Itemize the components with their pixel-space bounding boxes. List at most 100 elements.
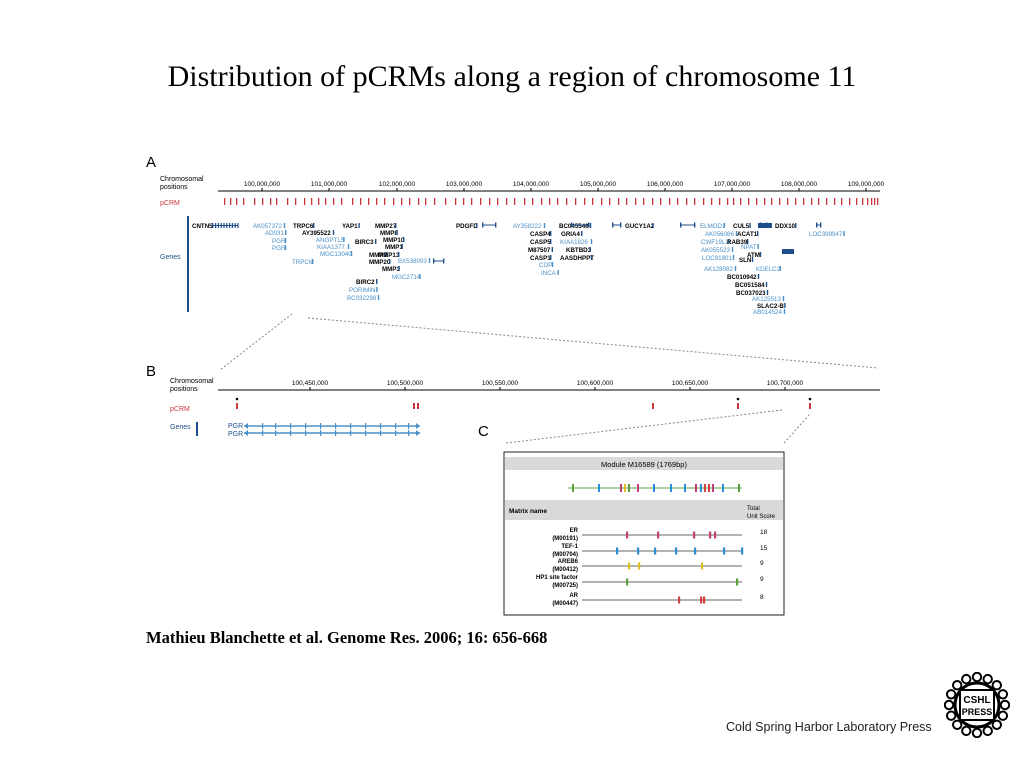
gene-label: PGR — [272, 245, 286, 252]
gene-glyph — [588, 222, 590, 228]
pcrm-mark — [455, 198, 457, 205]
pcrm-mark — [652, 198, 654, 205]
pcrm-mark — [254, 198, 256, 205]
gene-label: PORIMIN — [349, 287, 375, 294]
pcrm-mark — [694, 198, 696, 205]
gene-label: BC045546 — [559, 223, 589, 230]
gene-glyph — [620, 222, 622, 228]
gene-label: TRPC6 — [293, 223, 314, 230]
gene-glyph — [782, 296, 785, 301]
matrix-name: AREB6 — [558, 559, 579, 565]
matrix-site — [678, 596, 681, 604]
matrix-site — [714, 531, 717, 539]
matrix-site — [638, 562, 641, 570]
gene-label: AK056086 — [705, 231, 734, 238]
gene-glyph — [589, 223, 592, 228]
pcrm-mark — [871, 198, 873, 205]
gene-label: KIAA1377 — [317, 244, 345, 251]
gene-exon — [229, 223, 231, 228]
gene-glyph — [396, 230, 398, 235]
gene-label: PDGFD — [456, 223, 478, 230]
pcrm-mark — [686, 198, 688, 205]
matrix-id: (M00191) — [552, 536, 578, 542]
pcrm-mark — [276, 198, 278, 205]
pcrm-mark — [609, 198, 611, 205]
gene-label: NPAT — [741, 244, 757, 251]
panel-b-tick-label: 100,500,000 — [387, 380, 424, 387]
gene-label: CASP1 — [530, 255, 551, 262]
matrix-site — [723, 547, 726, 555]
panel-a-genes: CNTN5 AK057372AD031PGRPGRTRPC6AY395522ANG… — [192, 222, 845, 316]
gene-glyph — [376, 287, 378, 292]
gene-label: MMP1 — [385, 244, 403, 251]
pcrm-mark — [311, 198, 313, 205]
pgr-label-2: PGR — [228, 431, 243, 438]
pcrm-mark — [413, 403, 415, 409]
module-site — [572, 484, 574, 492]
gene-glyph — [419, 274, 421, 279]
panel-a-pcrm-marks — [224, 198, 879, 205]
matrix-id: (M00412) — [552, 567, 578, 573]
gene-glyph — [550, 239, 552, 244]
matrix-name: TEF-1 — [561, 544, 578, 550]
gene-glyph — [285, 230, 287, 235]
gene-glyph — [734, 266, 737, 271]
gene-glyph — [557, 270, 559, 275]
panel-a-tick-label: 103,000,000 — [446, 181, 483, 188]
pcrm-mark — [270, 198, 272, 205]
gene-label: ANGPTL5 — [316, 237, 345, 244]
gene-label: AK057372 — [253, 223, 282, 230]
gene-glyph — [347, 244, 350, 249]
pcrm-mark — [243, 198, 245, 205]
gene-label: LOC399947 — [809, 231, 843, 238]
gene-label: ACAT1 — [737, 231, 758, 238]
matrix-rows: ER (M00191) 18 TEF-1 (M00704) 15 AREB6 (M00412)… — [536, 528, 768, 607]
pcrm-mark — [818, 198, 820, 205]
matrix-site — [628, 562, 631, 570]
pgr-exon — [262, 423, 264, 429]
gene-glyph — [843, 231, 845, 236]
pcrm-mark — [236, 198, 238, 205]
matrix-site — [700, 596, 703, 604]
panel-b-tick-label: 100,650,000 — [672, 380, 709, 387]
pcrm-mark — [584, 198, 586, 205]
matrix-score: 18 — [760, 529, 768, 536]
pcrm-mark — [779, 198, 781, 205]
gene-label: SLAC2-B — [757, 303, 784, 310]
gene-glyph — [571, 222, 573, 228]
pcrm-mark — [425, 198, 427, 205]
gene-glyph — [433, 258, 435, 264]
gene-label: COP — [539, 262, 552, 269]
panel-a-tick-label: 108,000,000 — [781, 181, 818, 188]
gene-label: AK125513 — [752, 296, 781, 303]
gene-glyph — [749, 223, 751, 228]
pgr-exon — [275, 423, 277, 429]
module-site — [620, 484, 622, 492]
panel-c-header-bar — [505, 500, 783, 520]
gene-label: GUCY1A2 — [625, 223, 655, 230]
matrix-site — [657, 531, 660, 539]
module-site — [653, 484, 655, 492]
pcrm-mark — [643, 198, 645, 205]
pcrm-mark — [471, 198, 473, 205]
pcrm-dot — [736, 397, 740, 401]
gene-label: AY358222 — [513, 223, 542, 230]
gene-glyph — [747, 239, 749, 244]
gene-label: INCA — [541, 270, 557, 277]
matrix-id: (M00704) — [552, 552, 578, 558]
gene-label: MMP20 — [369, 259, 391, 266]
gene-glyph — [376, 279, 378, 284]
pcrm-mark — [352, 198, 354, 205]
module-site — [628, 484, 630, 492]
panel-a-tick-label: 101,000,000 — [311, 181, 348, 188]
gene-label: AD031 — [265, 230, 284, 237]
module-site — [695, 484, 697, 492]
matrix-site — [654, 547, 657, 555]
pgr-exon — [380, 430, 382, 436]
zoom-line-right — [307, 317, 879, 369]
gene-label: BC032298 — [347, 295, 377, 302]
gene-label: CUL5 — [733, 223, 750, 230]
gene-exon — [223, 223, 225, 228]
pcrm-mark — [445, 198, 447, 205]
